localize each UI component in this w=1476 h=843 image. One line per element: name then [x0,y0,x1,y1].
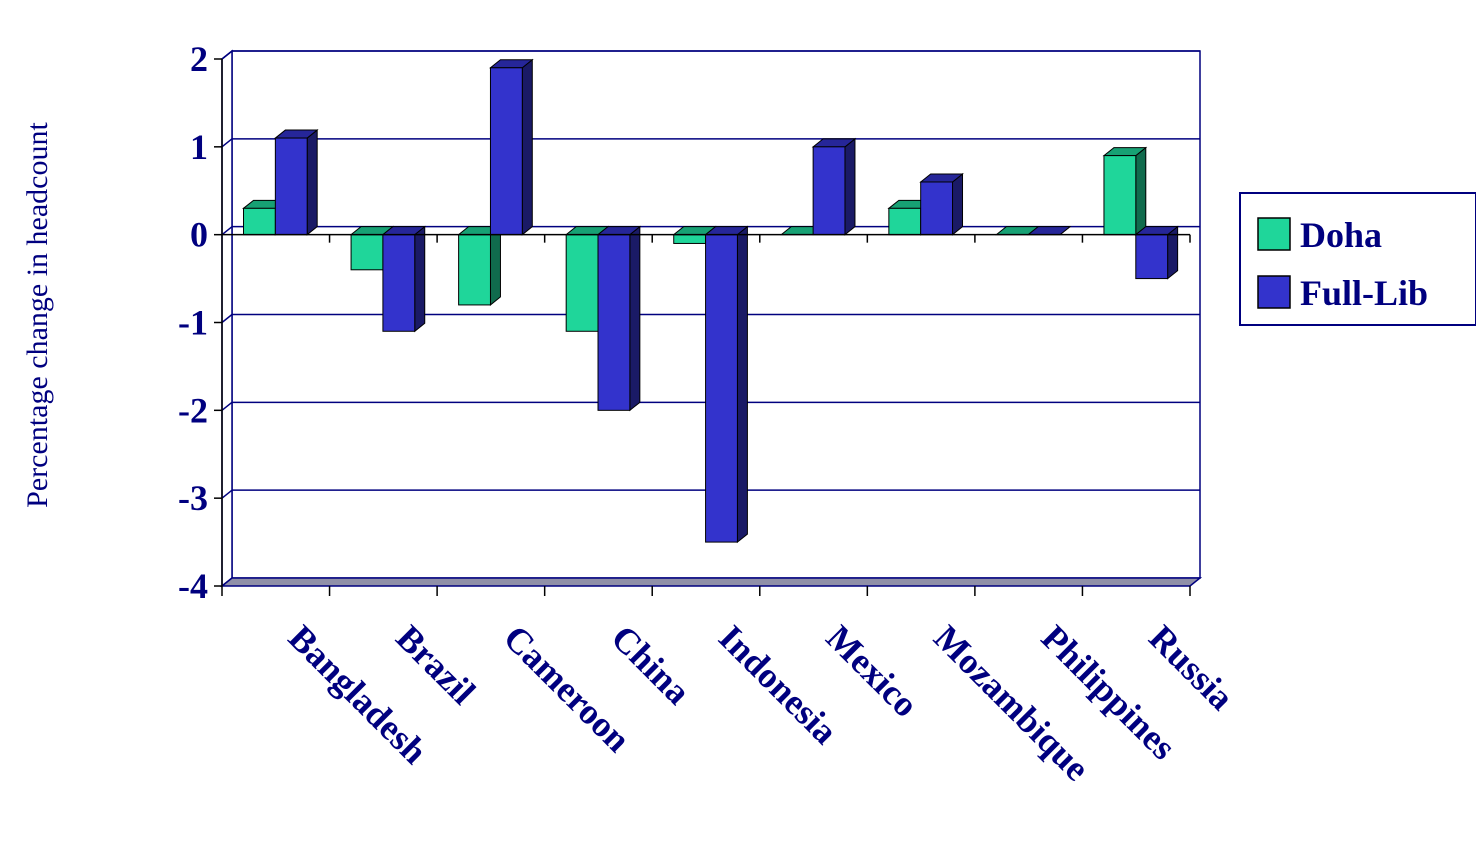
bars [242,58,1180,544]
y-tick-label: 0 [190,215,208,255]
x-tick-label: Indonesia [711,617,845,751]
bar [811,137,857,236]
bar [489,58,534,236]
gridline-side [221,489,233,499]
bar [1134,225,1180,280]
bar [596,225,642,412]
legend: Doha Full-Lib [1239,192,1476,326]
y-tick-label: 2 [190,39,208,79]
legend-swatch [1257,217,1291,251]
x-tick-label: China [604,617,699,712]
bar [919,172,964,236]
bar [1102,146,1148,236]
y-tick-label: 1 [190,127,208,167]
y-tick-label: -4 [178,566,208,606]
bar [457,225,502,306]
legend-label: Full-Lib [1300,273,1428,313]
x-tick-label: Brazil [388,617,483,712]
gridline-side [221,138,233,148]
floor [219,577,1203,587]
bar [704,225,749,544]
gridline-side [221,401,233,411]
bar [381,225,427,333]
bar [273,129,319,236]
legend-swatch [1257,275,1291,309]
y-tick-label: -2 [178,390,208,430]
x-tick-label: Russia [1141,617,1241,717]
y-tick-label: -1 [178,303,208,343]
y-axis-label: Percentage change in headcount [21,122,54,508]
y-tick-label: -3 [178,478,208,518]
gridline-side [221,226,233,236]
legend-label: Doha [1300,215,1382,255]
x-tick-label: Mexico [819,617,926,724]
axes [214,58,1203,596]
gridline-side [221,50,233,60]
gridline-side [221,313,233,324]
y-tick-labels: 2 1 0 -1 -2 -3 -4 [178,39,208,606]
